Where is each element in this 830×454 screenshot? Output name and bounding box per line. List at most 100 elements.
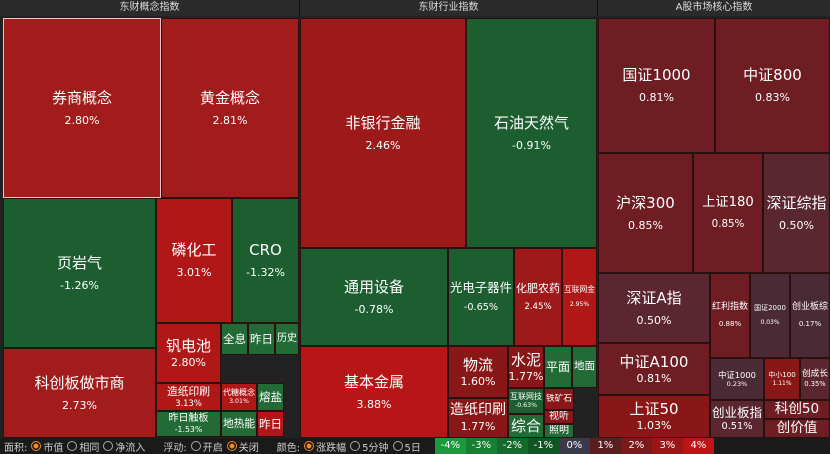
tile[interactable]: 券商概念 2.80% (3, 18, 161, 198)
tile[interactable]: 全息 (221, 323, 248, 355)
tile-label: 国证1000 (622, 66, 691, 85)
tile[interactable]: 地热能 (221, 411, 257, 437)
tile[interactable]: 非银行金融 2.46% (300, 18, 466, 248)
tile-change: 1.77% (460, 419, 496, 433)
tile[interactable]: 铁矿石 (544, 388, 574, 410)
tile-label: 上证180 (702, 195, 754, 211)
tile-change: 2.95% (569, 301, 590, 309)
tile[interactable]: 国证1000 0.81% (598, 18, 715, 153)
tile-label: 造纸印刷 (450, 402, 506, 419)
legend-swatch: 0% (558, 438, 590, 454)
radio-button[interactable] (190, 441, 201, 451)
tile-change: 2.80% (171, 355, 206, 369)
radio-option[interactable]: 相同 (79, 442, 100, 454)
tile[interactable]: 国证2000 0.03% (750, 273, 790, 358)
tile[interactable]: 磷化工 3.01% (156, 198, 232, 323)
tile[interactable]: 熔盐 (257, 383, 284, 411)
tile[interactable]: 创价值 (764, 419, 830, 438)
tile[interactable]: 中证1000 0.23% (710, 358, 764, 400)
tile-label: 熔盐 (259, 389, 282, 404)
tile[interactable]: 页岩气 -1.26% (3, 198, 156, 348)
tile[interactable]: CRO -1.32% (232, 198, 299, 323)
tile-label: 造纸印刷 (166, 385, 210, 399)
tile[interactable]: 水泥 1.77% (508, 346, 544, 388)
tile[interactable]: 光电子器件 -0.65% (448, 248, 514, 346)
tile-label: 历史 (277, 332, 297, 344)
tile-label: 代糖概念 (223, 388, 255, 398)
tile[interactable]: 石油天然气 -0.91% (466, 18, 597, 248)
tile[interactable]: 平面 (544, 346, 572, 388)
tile-label: 科创板做市商 (34, 373, 125, 392)
tile[interactable]: 代糖概念 3.01% (221, 383, 257, 411)
tile-change: 2.73% (62, 398, 97, 412)
tile[interactable]: 上证50 1.03% (598, 395, 710, 438)
tile[interactable]: 创业板指 0.51% (710, 400, 764, 438)
tile[interactable]: 科创板做市商 2.73% (3, 348, 156, 438)
tile[interactable]: 通用设备 -0.78% (300, 248, 448, 346)
tile[interactable]: 昨日触板 -1.53% (156, 411, 221, 437)
tile[interactable]: 造纸印刷 1.77% (448, 398, 508, 438)
radio-button[interactable] (304, 441, 315, 451)
radio-option[interactable]: 5分钟 (362, 442, 389, 454)
tile-label: 磷化工 (171, 241, 217, 260)
tile-label: 中证1000 (718, 369, 756, 380)
radio-option[interactable]: 开启 (202, 442, 223, 454)
tile[interactable]: 造纸印刷 3.13% (156, 383, 221, 411)
tile-label: 页岩气 (56, 253, 102, 272)
tile-change: 2.46% (365, 138, 401, 152)
tile-label: 钒电池 (165, 336, 211, 355)
radio-option[interactable]: 5日 (404, 442, 421, 454)
tile-change: 0.50% (636, 313, 672, 327)
tile[interactable]: 创业板综 0.17% (790, 273, 830, 358)
radio-button[interactable] (31, 441, 42, 451)
radio-button[interactable] (350, 441, 361, 451)
tile-change: 3.01% (176, 266, 212, 279)
legend-swatch: 4% (682, 438, 714, 454)
tile-label: 照明 (549, 424, 569, 436)
tile-label: 非银行金融 (345, 113, 421, 132)
tile-change: 1.77% (508, 369, 544, 383)
tile-label: 通用设备 (343, 277, 404, 296)
radio-button[interactable] (392, 441, 403, 451)
tile[interactable]: 互联网金 2.95% (562, 248, 597, 346)
tile-label: 光电子器件 (450, 280, 512, 296)
tile[interactable]: 科创50 (764, 400, 830, 419)
tile[interactable]: 地面 (572, 346, 597, 388)
tile[interactable]: 红利指数 0.88% (710, 273, 750, 358)
legend-swatch: -4% (434, 438, 466, 454)
tile[interactable]: 照明 (544, 424, 574, 438)
tile[interactable]: 钒电池 2.80% (156, 323, 221, 383)
radio-option[interactable]: 涨跌幅 (316, 442, 347, 454)
radio-button[interactable] (67, 441, 78, 451)
tile-label: 创业板综 (791, 302, 828, 313)
tile[interactable]: 沪深300 0.85% (598, 153, 693, 273)
tile[interactable]: 物流 1.60% (448, 346, 508, 398)
radio-option[interactable]: 关闭 (238, 442, 259, 454)
tile[interactable]: 深证A指 0.50% (598, 273, 710, 343)
toolbar: 面积: 市值 相同 净流入 浮动: 开启 关闭 颜色: 涨跌幅 5分钟 5日 -4% -3% -2% -1%… (0, 438, 830, 454)
radio-button[interactable] (103, 441, 114, 451)
tile[interactable]: 化肥农药 2.45% (514, 248, 562, 346)
tile[interactable]: 视听 (544, 410, 574, 424)
radio-option[interactable]: 市值 (43, 442, 64, 454)
tile[interactable]: 昨日 (257, 411, 284, 437)
tile[interactable]: 深证综指 0.50% (763, 153, 830, 273)
tile[interactable]: 综合 (508, 414, 544, 438)
tile[interactable]: 创成长 0.35% (800, 358, 830, 400)
tile[interactable]: 互联网技 -0.63% (508, 388, 544, 414)
tile-label: 铁矿石 (546, 393, 572, 404)
tile[interactable]: 中小100 1.11% (764, 358, 800, 400)
tile-label: 中证800 (743, 66, 802, 85)
tile[interactable]: 上证180 0.85% (693, 153, 763, 273)
tile-change: 1.03% (636, 419, 672, 432)
tile[interactable]: 中证A100 0.81% (598, 343, 710, 395)
tile[interactable]: 中证800 0.83% (715, 18, 830, 153)
tile-label: 深证A指 (626, 288, 682, 307)
tile-label: 创业板指 (711, 405, 762, 421)
tile[interactable]: 历史 (275, 323, 299, 355)
tile[interactable]: 基本金属 3.88% (300, 346, 448, 438)
tile[interactable]: 黄金概念 2.81% (161, 18, 299, 198)
tile[interactable]: 昨日 (248, 323, 275, 355)
radio-option[interactable]: 净流入 (115, 442, 146, 454)
radio-button[interactable] (226, 441, 237, 451)
